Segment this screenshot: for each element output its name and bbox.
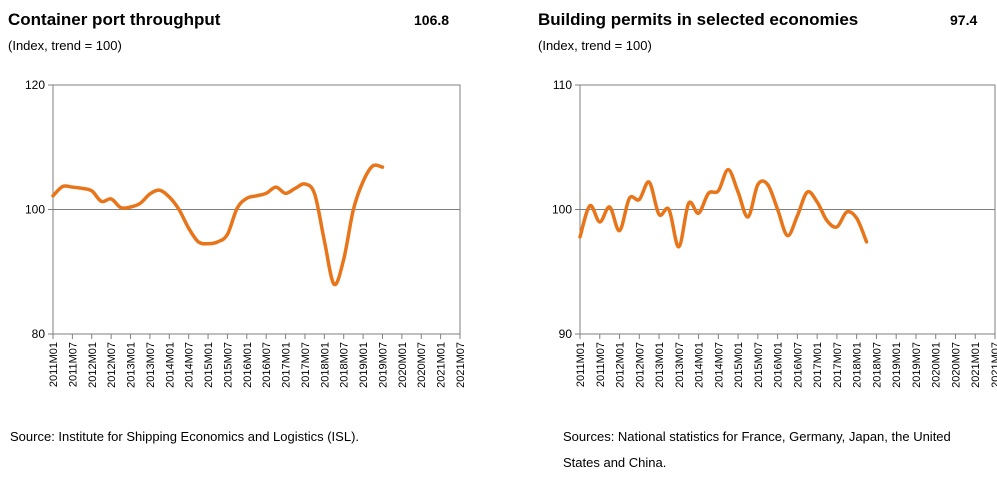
x-tick-label: 2015M01: [203, 342, 215, 388]
x-tick-label: 2012M01: [615, 342, 627, 388]
y-tick-label: 100: [25, 203, 45, 217]
x-tick-label: 2013M07: [674, 342, 686, 388]
chart-subtitle: (Index, trend = 100): [538, 38, 652, 53]
x-tick-label: 2012M07: [634, 342, 646, 388]
y-tick-label: 90: [559, 327, 573, 341]
y-tick-label: 100: [552, 203, 572, 217]
x-tick-label: 2018M07: [871, 342, 883, 388]
x-tick-label: 2019M07: [377, 342, 389, 388]
x-tick-label: 2020M01: [397, 342, 409, 388]
x-tick-label: 2021M07: [455, 342, 467, 388]
x-tick-label: 2013M01: [654, 342, 666, 388]
chart-title: Building permits in selected economies: [538, 10, 859, 29]
x-tick-label: 2015M07: [222, 342, 234, 388]
x-tick-label: 2021M01: [436, 342, 448, 388]
x-tick-label: 2013M07: [145, 342, 157, 388]
x-tick-label: 2021M07: [990, 342, 997, 388]
x-tick-label: 2020M07: [950, 342, 962, 388]
x-tick-label: 2014M07: [184, 342, 196, 388]
x-tick-label: 2016M07: [792, 342, 804, 388]
x-tick-label: 2020M07: [416, 342, 428, 388]
x-tick-label: 2011M07: [595, 342, 607, 387]
series-line: [51, 163, 385, 287]
x-tick-label: 2017M01: [812, 342, 824, 388]
x-tick-label: 2021M01: [970, 342, 982, 388]
chart-panel-building-permits: Building permits in selected economies 9…: [530, 0, 997, 480]
x-tick-label: 2012M01: [87, 342, 99, 388]
x-tick-label: 2014M07: [713, 342, 725, 388]
x-tick-label: 2011M01: [48, 342, 60, 387]
x-tick-label: 2018M07: [339, 342, 351, 388]
y-tick-label: 120: [25, 78, 45, 92]
x-tick-label: 2020M01: [931, 342, 943, 388]
x-tick-label: 2011M01: [575, 342, 587, 387]
x-tick-label: 2014M01: [694, 342, 706, 388]
x-tick-label: 2015M01: [733, 342, 745, 388]
chart-title: Container port throughput: [8, 10, 221, 29]
x-tick-label: 2018M01: [852, 342, 864, 388]
latest-value: 97.4: [950, 12, 978, 28]
x-tick-label: 2016M07: [261, 342, 273, 388]
x-tick-label: 2017M01: [281, 342, 293, 388]
x-tick-label: 2019M01: [358, 342, 370, 388]
x-tick-label: 2019M01: [891, 342, 903, 388]
x-tick-label: 2019M07: [911, 342, 923, 388]
y-tick-label: 110: [553, 78, 572, 92]
x-tick-label: 2012M07: [106, 342, 118, 388]
x-tick-label: 2014M01: [164, 342, 176, 388]
chart-source: Sources: National statistics for France,…: [563, 429, 951, 470]
x-tick-label: 2017M07: [832, 342, 844, 388]
chart-source: Source: Institute for Shipping Economics…: [10, 429, 360, 444]
x-tick-label: 2017M07: [300, 342, 312, 388]
x-tick-label: 2011M07: [67, 342, 79, 387]
x-tick-label: 2015M07: [753, 342, 765, 388]
x-tick-label: 2016M01: [773, 342, 785, 388]
x-tick-label: 2013M01: [126, 342, 138, 388]
latest-value: 106.8: [414, 12, 450, 28]
y-tick-label: 80: [32, 327, 46, 341]
chart-subtitle: (Index, trend = 100): [8, 38, 122, 53]
series-line: [578, 167, 869, 249]
chart-panel-container-port: Container port throughput 106.8 (Index, …: [0, 0, 480, 480]
x-tick-label: 2018M01: [319, 342, 331, 388]
x-tick-label: 2016M01: [242, 342, 254, 388]
